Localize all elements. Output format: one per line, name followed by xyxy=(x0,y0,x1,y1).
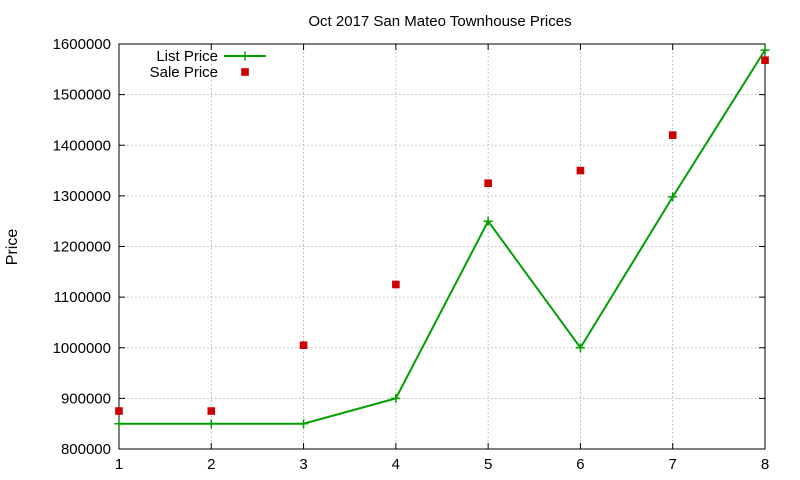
list-price-point xyxy=(575,343,585,353)
legend-label-list-price: List Price xyxy=(156,48,218,65)
x-tick-label: 1 xyxy=(115,456,123,473)
legend-label-sale-price: Sale Price xyxy=(150,64,218,81)
x-tick-label: 7 xyxy=(669,456,677,473)
plot-border xyxy=(118,43,766,450)
list-price-point xyxy=(483,216,493,226)
plot-frame xyxy=(118,43,766,450)
data-series xyxy=(114,45,770,429)
sale-price-point xyxy=(576,166,585,175)
list-price-point xyxy=(114,419,124,429)
y-tick-label: 1300000 xyxy=(53,188,111,205)
axis-ticks: 800000 900000 1000000 1100000 1200000 1300000… xyxy=(53,36,770,473)
y-axis-label: Price xyxy=(4,229,21,266)
sale-price-point xyxy=(207,407,216,415)
y-tick-label: 1200000 xyxy=(53,239,111,256)
y-tick-label: 1400000 xyxy=(53,137,111,154)
y-tick-label: 1600000 xyxy=(53,36,111,53)
y-tick-label: 1100000 xyxy=(54,289,111,306)
sale-price-point xyxy=(484,179,492,188)
chart-title: Oct 2017 San Mateo Townhouse Prices xyxy=(308,13,571,30)
y-tick-label: 800000 xyxy=(61,441,111,458)
sale-price-point xyxy=(115,407,123,415)
x-tick-label: 3 xyxy=(299,456,307,473)
list-price-line xyxy=(119,49,766,425)
sale-price-point xyxy=(668,131,677,139)
list-price-point xyxy=(391,393,401,403)
list-price-point xyxy=(206,419,216,429)
y-tick-label: 900000 xyxy=(61,390,111,407)
sale-price-point xyxy=(299,341,308,350)
sale-price-point xyxy=(392,280,400,289)
legend-marker-sale-price xyxy=(241,68,249,76)
sale-price-point xyxy=(761,56,769,64)
legend-marker-list-price xyxy=(240,51,250,61)
list-price-point xyxy=(668,192,678,202)
grid-lines xyxy=(119,44,765,449)
x-tick-label: 2 xyxy=(207,456,215,473)
x-tick-label: 5 xyxy=(484,456,492,473)
y-tick-label: 1500000 xyxy=(53,87,111,104)
list-price-point xyxy=(760,45,770,55)
x-tick-label: 8 xyxy=(761,456,769,473)
y-tick-label: 1000000 xyxy=(53,340,111,357)
x-tick-label: 6 xyxy=(576,456,584,473)
x-tick-label: 4 xyxy=(392,456,400,473)
list-price-point xyxy=(299,419,309,429)
